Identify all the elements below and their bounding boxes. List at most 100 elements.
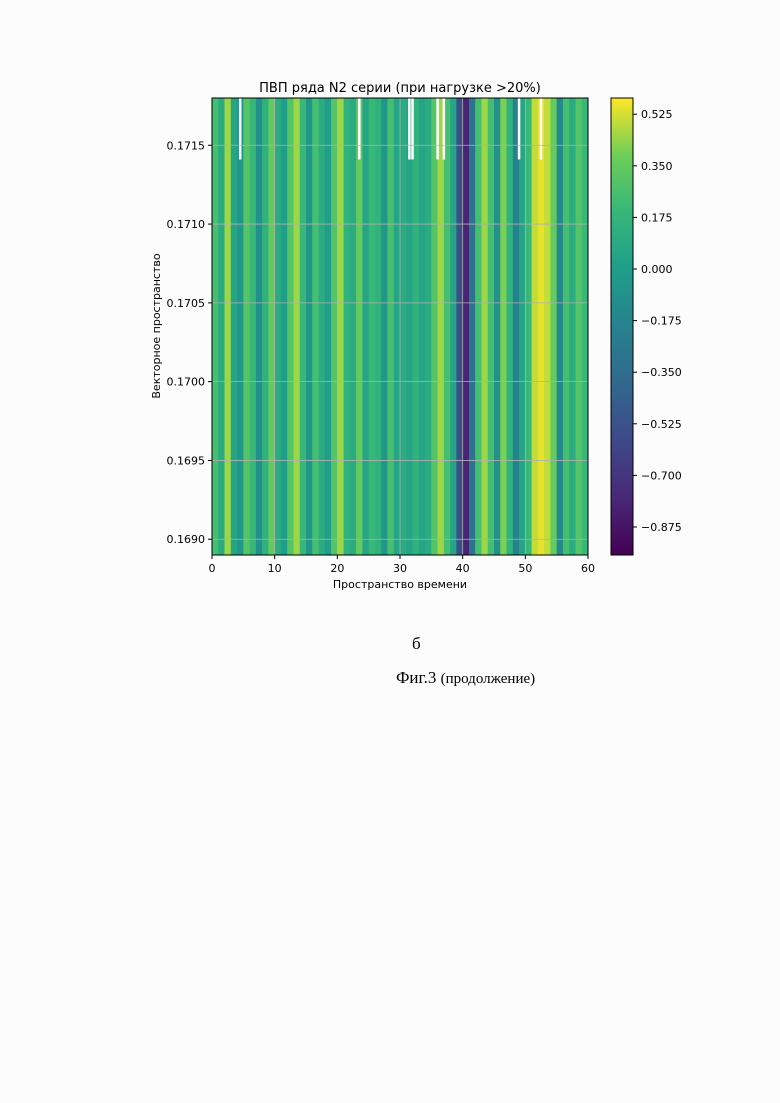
heatmap-cell — [212, 98, 219, 555]
heatmap-cell — [413, 98, 420, 555]
x-axis-ticks: 0 10 20 30 40 50 60 — [209, 555, 596, 575]
heatmap-cell — [419, 98, 426, 555]
heatmap-cell — [438, 98, 445, 555]
heatmap-cell — [356, 98, 363, 555]
figure-caption: Фиг.3 (продолжение) — [396, 668, 535, 688]
heatmap-cell — [532, 98, 539, 555]
x-tick-label: 0 — [209, 562, 216, 575]
heatmap-cell — [582, 98, 589, 555]
heatmap-cell — [425, 98, 432, 555]
heatmap-cell — [225, 98, 232, 555]
missing-cell — [411, 98, 414, 159]
heatmap-cell — [344, 98, 351, 555]
heatmap-cell — [262, 98, 269, 555]
colorbar-tick-label: −0.175 — [641, 315, 682, 328]
x-tick-label: 10 — [268, 562, 282, 575]
x-tick-label: 30 — [393, 562, 407, 575]
heatmap-cell — [231, 98, 238, 555]
heatmap-cell — [319, 98, 326, 555]
heatmap-cell — [513, 98, 520, 555]
y-tick-label: 0.1710 — [167, 218, 206, 231]
heatmap-cell — [469, 98, 476, 555]
heatmap-cell — [538, 98, 545, 555]
missing-cell — [436, 98, 439, 159]
heatmap-cell — [450, 98, 457, 555]
heatmap-cell — [237, 98, 244, 555]
chart-title: ПВП ряда N2 серии (при нагрузке >20%) — [259, 81, 541, 96]
heatmap-cell — [331, 98, 338, 555]
heatmap-cell — [444, 98, 451, 555]
y-tick-label: 0.1705 — [167, 297, 206, 310]
missing-cell — [443, 98, 446, 159]
colorbar — [611, 98, 633, 555]
chart-figure: ПВП ряда N2 серии (при нагрузке >20%) 0 1… — [0, 0, 780, 700]
heatmap-cell — [268, 98, 275, 555]
colorbar-ticks: 0.525 0.350 0.175 0.000 −0.175 −0.350 −0.525 −0… — [633, 108, 682, 534]
heatmap-cell — [431, 98, 438, 555]
heatmap-cell — [519, 98, 526, 555]
x-tick-label: 50 — [518, 562, 532, 575]
x-tick-label: 60 — [581, 562, 595, 575]
y-tick-label: 0.1700 — [167, 376, 206, 389]
heatmap-cell — [375, 98, 382, 555]
heatmap-cell — [456, 98, 463, 555]
heatmap-cell — [575, 98, 582, 555]
heatmap-cell — [256, 98, 263, 555]
heatmap-cell — [563, 98, 570, 555]
x-tick-label: 20 — [330, 562, 344, 575]
heatmap-cell — [293, 98, 300, 555]
heatmap-cell — [350, 98, 357, 555]
y-axis-label: Векторное пространство — [150, 253, 163, 398]
heatmap-cell — [369, 98, 376, 555]
heatmap-cell — [494, 98, 501, 555]
heatmap-cell — [550, 98, 557, 555]
missing-cell — [358, 98, 361, 159]
heatmap-cell — [500, 98, 507, 555]
colorbar-tick-label: 0.000 — [641, 263, 673, 276]
heatmap-cell — [381, 98, 388, 555]
heatmap-cell — [387, 98, 394, 555]
heatmap-cell — [525, 98, 532, 555]
missing-cell — [540, 98, 543, 159]
colorbar-tick-label: −0.700 — [641, 469, 682, 482]
missing-cell — [518, 98, 521, 159]
y-tick-label: 0.1715 — [167, 139, 206, 152]
heatmap-cell — [544, 98, 551, 555]
heatmap-cell — [488, 98, 495, 555]
heatmap-cell — [275, 98, 282, 555]
heatmap-cell — [300, 98, 307, 555]
figure-number: Фиг.3 — [396, 668, 436, 687]
colorbar-tick-label: 0.350 — [641, 160, 673, 173]
missing-cell — [239, 98, 242, 159]
missing-cell — [408, 98, 411, 159]
colorbar-tick-label: 0.525 — [641, 108, 673, 121]
heatmap-cell — [325, 98, 332, 555]
colorbar-tick-label: −0.875 — [641, 521, 682, 534]
x-tick-label: 40 — [456, 562, 470, 575]
heatmap-cell — [250, 98, 257, 555]
heatmap-cell — [475, 98, 482, 555]
y-tick-label: 0.1690 — [167, 533, 206, 546]
heatmap-cell — [281, 98, 288, 555]
colorbar-tick-label: 0.175 — [641, 211, 673, 224]
heatmap-cell — [481, 98, 488, 555]
heatmap-cell — [312, 98, 319, 555]
heatmap-cell — [337, 98, 344, 555]
x-axis-label: Пространство времени — [333, 578, 467, 591]
heatmap-cell — [400, 98, 407, 555]
heatmap-cell — [218, 98, 225, 555]
heatmap-cell — [507, 98, 514, 555]
heatmap-cell — [463, 98, 470, 555]
heatmap-cell — [557, 98, 564, 555]
colorbar-tick-label: −0.525 — [641, 418, 682, 431]
heatmap-cell — [306, 98, 313, 555]
heatmap-cell — [362, 98, 369, 555]
heatmap-cell — [243, 98, 250, 555]
heatmap-cell — [287, 98, 294, 555]
figure-note: (продолжение) — [441, 671, 536, 687]
y-tick-label: 0.1695 — [167, 454, 206, 467]
y-axis-ticks: 0.1690 0.1695 0.1700 0.1705 0.1710 0.1715 — [167, 139, 213, 546]
heatmap-cell — [394, 98, 401, 555]
heatmap-cell — [406, 98, 413, 555]
colorbar-tick-label: −0.350 — [641, 366, 682, 379]
